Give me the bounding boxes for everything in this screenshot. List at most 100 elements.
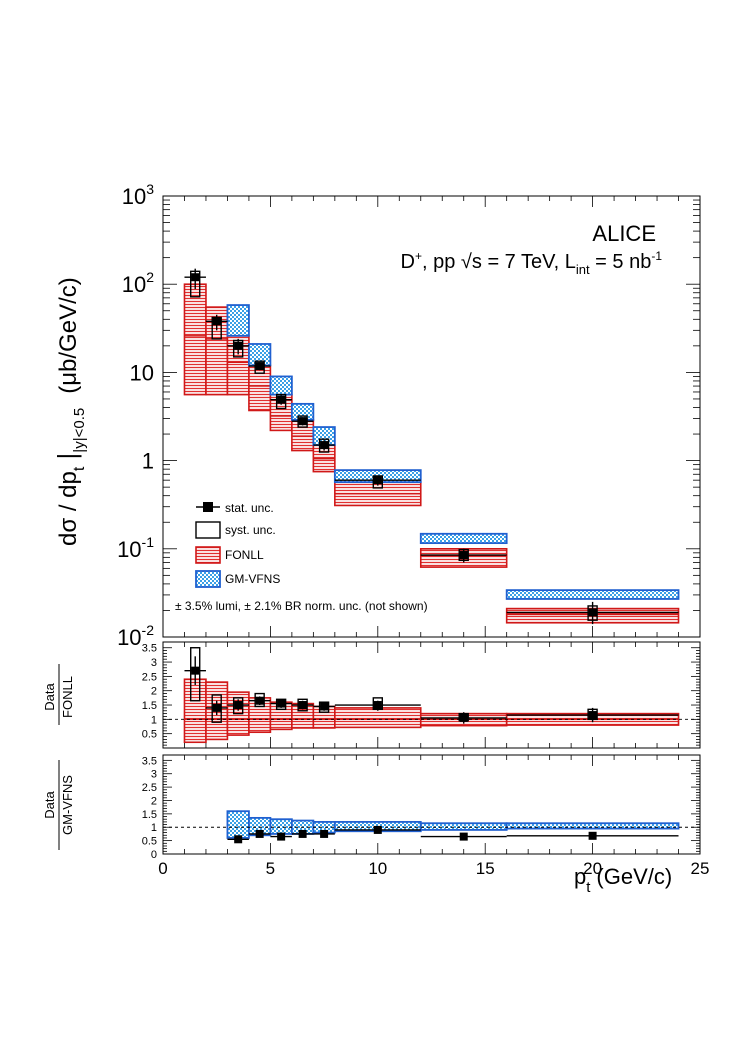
ratio-fonll-y-tick-label-0: 0.5 [142,729,157,741]
ratio-gmvfns-band-2 [269,818,293,835]
ratio-gmvfns-point-3 [298,829,307,838]
ratio-fonll-syst-0 [190,647,201,702]
main-y-tick-label-1: 102 [122,269,154,297]
data-point-4 [277,395,286,404]
ratio-gmvfns-y-tick-label-2: 1 [151,822,157,834]
ratio-fonll-point-0 [191,666,200,675]
ratio-gmvfns-y-den: GM-VFNS [60,775,75,835]
ratio-fonll-y-title: Data FONLL [42,664,75,725]
syst-box-7 [372,475,383,489]
legend-gmvfns-label: GM-VFNS [225,572,280,586]
data-point-3 [255,362,264,371]
main-y-tick-label-3: 1 [142,449,154,474]
x-tick-labels: 0 5 10 15 20 25 [158,859,709,878]
ratio-gmvfns-y-axis: 00.5 11.5 22.53 3.5 [142,755,700,861]
ratio-gmvfns-y-tick-label-4: 2 [151,795,157,807]
ratio-gmvfns-point-6 [459,832,468,841]
ratio-gmvfns-panel: 00.5 11.5 22.53 3.5 Data GM-VFNS 0 5 10 15 20 25… [42,754,709,896]
ratio-gmvfns-y-tick-label-7: 3.5 [142,755,157,767]
ratio-gmvfns-y-tick-label-1: 0.5 [142,836,157,848]
fonll-band-0 [183,283,207,396]
ratio-fonll-y-tick-label-6: 3.5 [142,643,157,655]
legend-stat-marker [196,502,220,512]
syst-box-3 [254,360,265,374]
x-tick-label-4: 20 [583,859,602,878]
ratio-gmvfns-frame [162,754,701,855]
ratio-gmvfns-point-5 [373,825,382,834]
ratio-fonll-y-tick-label-4: 2.5 [142,671,157,683]
ratio-fonll-band-0 [183,678,207,744]
main-frame [162,195,701,638]
ratio-gmvfns-y-num: Data [42,791,57,819]
main-y-tick-label-0: 103 [122,181,154,209]
ratio-fonll-point-4 [277,699,286,708]
gmvfns-band-8 [419,532,508,545]
ratio-fonll-y-tick-label-3: 2 [151,686,157,698]
experiment-label: ALICE [592,221,656,246]
data-point-1 [212,317,221,326]
ratio-gmvfns-point-1 [255,829,264,838]
gmvfns-band-4 [269,375,293,396]
ratio-fonll-y-tick-label-1: 1 [151,714,157,726]
ratio-fonll-point-6 [320,702,329,711]
ratio-fonll-syst-3 [254,692,265,708]
fonll-band-3 [248,364,272,412]
data-point-6 [320,441,329,450]
x-tick-label-5: 25 [691,859,710,878]
legend-fonll-marker [195,546,221,564]
x-tick-label-1: 5 [266,859,275,878]
normalization-note: ± 3.5% lumi, ± 2.1% BR norm. unc. (not s… [175,599,428,613]
main-plot-area [183,268,680,625]
legend-fonll-label: FONLL [225,548,264,562]
ratio-gmvfns-band-6 [419,822,508,831]
ratio-fonll-y-den: FONLL [60,676,75,718]
main-x-ticks [162,196,701,637]
data-point-2 [234,341,243,350]
dataset-label: D+, pp √s = 7 TeV, Lint = 5 nb-1 [401,249,663,277]
gmvfns-band-2 [226,304,250,337]
ratio-gmvfns-y-tick-label-6: 3 [151,769,157,781]
x-tick-label-3: 15 [476,859,495,878]
ratio-gmvfns-y-tick-label-0: 0 [151,849,157,861]
ratio-fonll-x-ticks [162,642,701,748]
ratio-fonll-y-axis: 0.5 1 1.5 2 2.5 3 3.5 [142,643,700,749]
data-point-0 [191,273,200,282]
gmvfns-band-9 [505,589,680,600]
ratio-gmvfns-point-0 [234,835,243,844]
ratio-gmvfns-point-7 [588,831,597,840]
ratio-fonll-point-8 [459,713,468,722]
ratio-fonll-band-7 [334,707,422,729]
ratio-fonll-point-2 [234,701,243,710]
x-tick-label-2: 10 [368,859,387,878]
ratio-gmvfns-y-tick-label-5: 2.5 [142,782,157,794]
legend: stat. unc. syst. unc. FONLL GM-VFNS ± 3.… [175,501,428,613]
legend-syst-label: syst. unc. [225,523,276,537]
legend-stat-label: stat. unc. [225,501,274,515]
ratio-gmvfns-y-tick-label-3: 1.5 [142,809,157,821]
x-axis-title: pt (GeV/c) [574,864,672,896]
legend-syst-marker [195,521,221,539]
ratio-fonll-y-tick-label-2: 1.5 [142,700,157,712]
x-tick-label-0: 0 [158,859,167,878]
data-point-5 [298,417,307,426]
ratio-fonll-point-7 [373,701,382,710]
ratio-gmvfns-plot-area [163,810,700,844]
ratio-fonll-panel: 0.5 1 1.5 2 2.5 3 3.5 Data FONLL [42,641,701,749]
ratio-fonll-syst-1 [211,694,222,723]
ratio-fonll-point-3 [255,696,264,705]
ratio-gmvfns-x-ticks [162,755,701,854]
ratio-gmvfns-band-7 [505,822,680,830]
ratio-fonll-y-num: Data [42,683,57,711]
data-point-9 [588,608,597,617]
ratio-gmvfns-point-2 [277,832,286,841]
ratio-fonll-point-5 [298,701,307,710]
ratio-fonll-y-tick-label-5: 3 [151,657,157,669]
main-y-axis-title: dσ / dpt ||y|<0.5(μb/GeV/c) [52,277,88,546]
main-y-tick-label-5: 10-2 [117,622,154,650]
syst-box-4 [275,393,287,410]
ratio-gmvfns-y-title: Data GM-VFNS [42,760,75,850]
ratio-gmvfns-band-0 [226,810,250,839]
ratio-fonll-point-1 [212,703,221,712]
